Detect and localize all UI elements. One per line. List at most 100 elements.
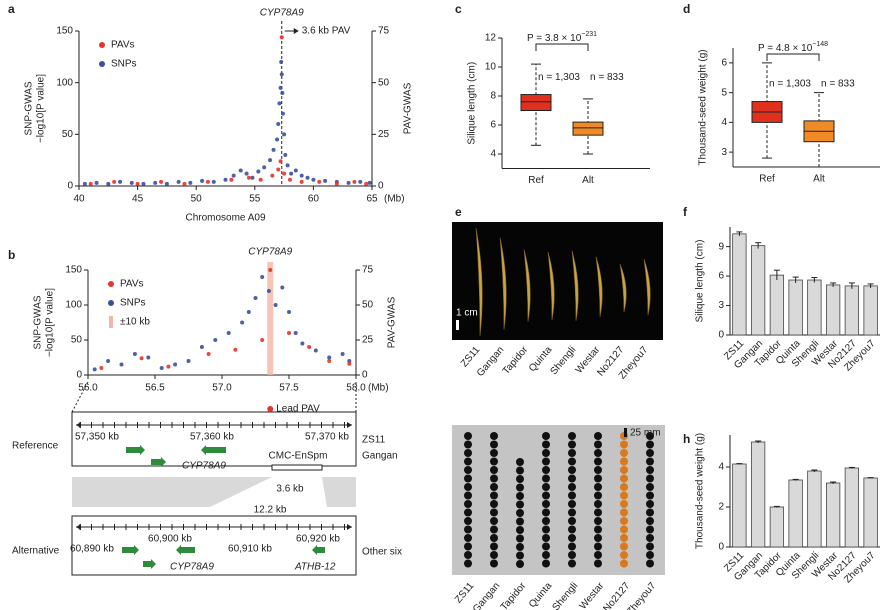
seeds [464,432,654,568]
point [305,175,310,180]
point [88,181,93,186]
bar [844,285,860,336]
ruler-label: 60,890 kb [70,544,114,555]
point [146,355,151,360]
row-label: Alternative [12,546,60,557]
seed [594,491,602,500]
seed [464,525,472,534]
x-tick-label: 56.5 [145,383,165,394]
seed [542,449,550,457]
siliques [475,227,651,337]
seed [568,457,576,466]
seed [490,551,498,559]
row-label: Reference [12,441,59,452]
seed [620,551,628,559]
photo-label: Zheyou7 [625,580,659,610]
scale-label: 25 mm [630,428,661,439]
point [367,180,372,185]
gene-label: CYP78A9 [182,461,226,472]
seed [542,517,550,525]
point [211,179,216,184]
y-tick-label: 4 [721,117,727,128]
seed [464,432,472,440]
y-axis-label: −log10[P value] [45,288,56,357]
panel-label: b [8,248,15,262]
point [199,345,204,349]
seed [646,534,654,542]
seed [464,517,472,525]
y-tick-label: 0 [718,542,724,553]
point [352,179,357,184]
line-label: ZS11 [362,435,386,446]
point [280,285,285,290]
point [256,169,261,174]
reference-box [71,411,357,467]
y-tick-label: 3 [718,300,724,311]
point [283,153,288,157]
annotation: Lead PAV [276,404,320,415]
seed [620,466,628,474]
y-tick-label: 8 [490,91,496,102]
x-tick-label: 55 [249,194,261,205]
seed [620,542,628,551]
point [279,60,284,64]
x-tick-label: Ref [528,175,544,186]
seed [594,457,602,466]
seed [490,542,498,551]
y-tick-label: 50 [362,300,374,311]
point [323,178,328,183]
ruler-arrow [347,422,352,428]
point [280,111,285,116]
point [270,173,275,178]
size-label: 3.6 kb [276,484,304,495]
seed [542,542,550,551]
bracket [766,53,820,61]
legend-marker [108,281,114,287]
point [271,147,276,152]
y-tick-label: 25 [362,335,374,346]
point [278,85,283,90]
y-tick-label: 6 [721,58,727,69]
seed [620,474,628,483]
y-axis-label: Silique length (cm) [695,240,706,323]
legend-marker [99,61,105,67]
seed [464,449,472,457]
point [118,179,123,184]
legend-label: PAVs [120,279,144,290]
y-tick-label: 5 [721,87,727,98]
seed [490,559,498,568]
ruler-arrow [76,524,81,530]
y-tick-label: 100 [65,300,82,311]
te-label: CMC-EnSpm [269,451,328,462]
point [285,163,290,168]
y-tick-label: 25 [378,129,390,140]
seed [620,508,628,517]
gene [312,545,325,555]
seed [594,508,602,517]
seed [646,500,654,508]
point [135,181,140,186]
seed [542,500,550,508]
seed [516,475,524,483]
point [92,367,97,372]
seed [542,432,550,440]
silique [499,237,507,330]
gene [176,545,195,555]
bar [844,467,860,548]
y-tick-label: 2 [718,502,724,513]
point [206,352,211,356]
silique [643,259,651,316]
gene [201,445,226,455]
seed [516,560,524,568]
photo-seeds [452,425,665,575]
gene [151,457,166,467]
seed [620,517,628,525]
legend-marker [109,316,113,328]
line-label: Gangan [362,451,398,462]
seed [594,449,602,457]
x-tick-label: Alt [813,174,825,185]
seed [568,559,576,568]
point [94,180,99,185]
x-tick-label: 58.0 [346,383,366,394]
seed [490,483,498,491]
